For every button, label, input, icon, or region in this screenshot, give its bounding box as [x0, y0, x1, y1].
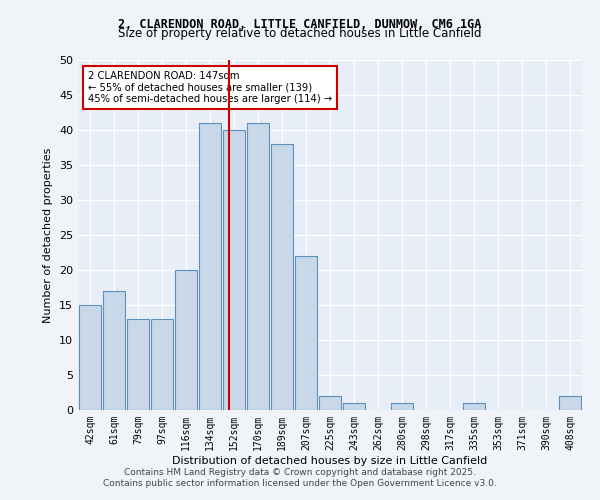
Text: Size of property relative to detached houses in Little Canfield: Size of property relative to detached ho… [118, 28, 482, 40]
Bar [223, 130, 245, 410]
Bar [151, 319, 173, 410]
Text: 2 CLARENDON ROAD: 147sqm
← 55% of detached houses are smaller (139)
45% of semi-: 2 CLARENDON ROAD: 147sqm ← 55% of detach… [88, 70, 332, 104]
Bar [391, 403, 413, 410]
Bar [127, 319, 149, 410]
Bar [199, 123, 221, 410]
Bar [247, 123, 269, 410]
Bar [295, 256, 317, 410]
Bar [271, 144, 293, 410]
Y-axis label: Number of detached properties: Number of detached properties [43, 148, 53, 322]
Bar [559, 396, 581, 410]
Bar [103, 291, 125, 410]
Bar [175, 270, 197, 410]
Bar [343, 403, 365, 410]
Bar [319, 396, 341, 410]
Text: Contains HM Land Registry data © Crown copyright and database right 2025.
Contai: Contains HM Land Registry data © Crown c… [103, 468, 497, 487]
Bar [463, 403, 485, 410]
Bar [79, 305, 101, 410]
Text: 2, CLARENDON ROAD, LITTLE CANFIELD, DUNMOW, CM6 1GA: 2, CLARENDON ROAD, LITTLE CANFIELD, DUNM… [118, 18, 482, 30]
X-axis label: Distribution of detached houses by size in Little Canfield: Distribution of detached houses by size … [172, 456, 488, 466]
